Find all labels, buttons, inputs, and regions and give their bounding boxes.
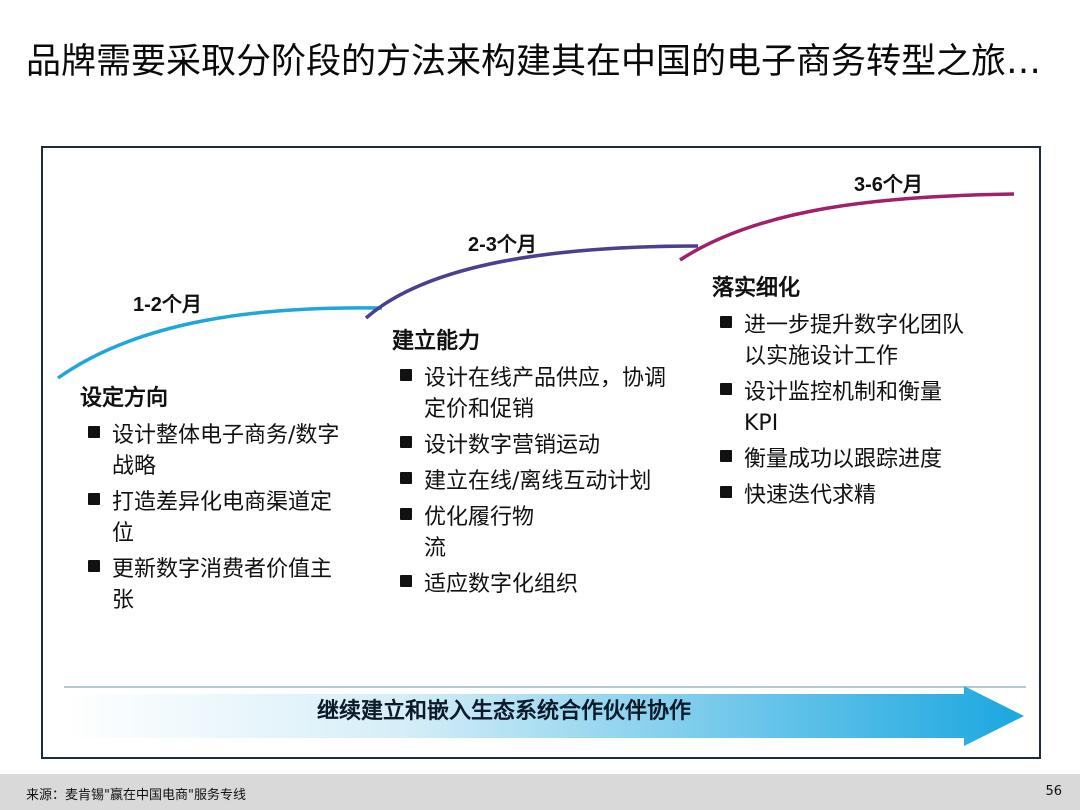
phase-3: 落实细化 进一步提升数字化团队以实施设计工作 设计监控机制和衡量KPI 衡量成功… bbox=[712, 270, 982, 516]
bullet-square-icon bbox=[720, 450, 732, 462]
bullet-square-icon bbox=[400, 508, 412, 520]
list-item: 更新数字消费者价值主张 bbox=[80, 554, 340, 616]
curve-phase-3 bbox=[679, 192, 1015, 262]
list-item: 进一步提升数字化团队以实施设计工作 bbox=[712, 310, 982, 372]
list-item: 快速迭代求精 bbox=[712, 480, 982, 511]
list-item: 衡量成功以跟踪进度 bbox=[712, 444, 954, 475]
bullet-square-icon bbox=[88, 426, 100, 438]
phase-2-title: 建立能力 bbox=[392, 329, 481, 354]
bullet-square-icon bbox=[88, 560, 100, 572]
list-item: 设计监控机制和衡量KPI bbox=[712, 377, 954, 439]
roadmap-frame bbox=[41, 146, 1041, 759]
curve-phase-2 bbox=[364, 244, 699, 320]
bullet-square-icon bbox=[400, 436, 412, 448]
curve-phase-1 bbox=[56, 306, 383, 380]
bullet-square-icon bbox=[720, 486, 732, 498]
bullet-square-icon bbox=[400, 472, 412, 484]
list-item: 适应数字化组织 bbox=[392, 569, 676, 600]
duration-phase-3: 3-6个月 bbox=[854, 174, 923, 196]
bullet-square-icon bbox=[720, 383, 732, 395]
phase-1-title: 设定方向 bbox=[80, 386, 169, 411]
phase-2: 建立能力 设计在线产品供应，协调定价和促销 设计数字营销运动 建立在线/离线互动… bbox=[392, 323, 676, 605]
continuous-collaboration-arrow: 继续建立和嵌入生态系统合作伙伴协作 bbox=[64, 686, 1026, 746]
arrow-shape bbox=[64, 686, 1026, 746]
bullet-square-icon bbox=[88, 493, 100, 505]
phase-1: 设定方向 设计整体电子商务/数字战略 打造差异化电商渠道定位 更新数字消费者价值… bbox=[80, 380, 340, 621]
list-item: 建立在线/离线互动计划 bbox=[392, 466, 654, 497]
duration-phase-2: 2-3个月 bbox=[468, 234, 537, 256]
phase-3-title: 落实细化 bbox=[712, 276, 801, 301]
list-item: 优化履行物流 bbox=[392, 502, 554, 564]
list-item: 设计数字营销运动 bbox=[392, 430, 604, 461]
list-item: 设计在线产品供应，协调定价和促销 bbox=[392, 363, 676, 425]
bullet-square-icon bbox=[720, 316, 732, 328]
footer-bar: 来源：麦肯锡"赢在中国电商"服务专线 56 bbox=[0, 774, 1080, 810]
bullet-square-icon bbox=[400, 369, 412, 381]
list-item: 设计整体电子商务/数字战略 bbox=[80, 420, 340, 482]
bullet-square-icon bbox=[400, 575, 412, 587]
arrow-label: 继续建立和嵌入生态系统合作伙伴协作 bbox=[316, 699, 691, 724]
page-title: 品牌需要采取分阶段的方法来构建其在中国的电子商务转型之旅… bbox=[26, 42, 1042, 82]
duration-phase-1: 1-2个月 bbox=[133, 294, 202, 316]
page-number: 56 bbox=[1045, 784, 1062, 799]
source-note: 来源：麦肯锡"赢在中国电商"服务专线 bbox=[26, 788, 246, 803]
list-item: 打造差异化电商渠道定位 bbox=[80, 487, 340, 549]
